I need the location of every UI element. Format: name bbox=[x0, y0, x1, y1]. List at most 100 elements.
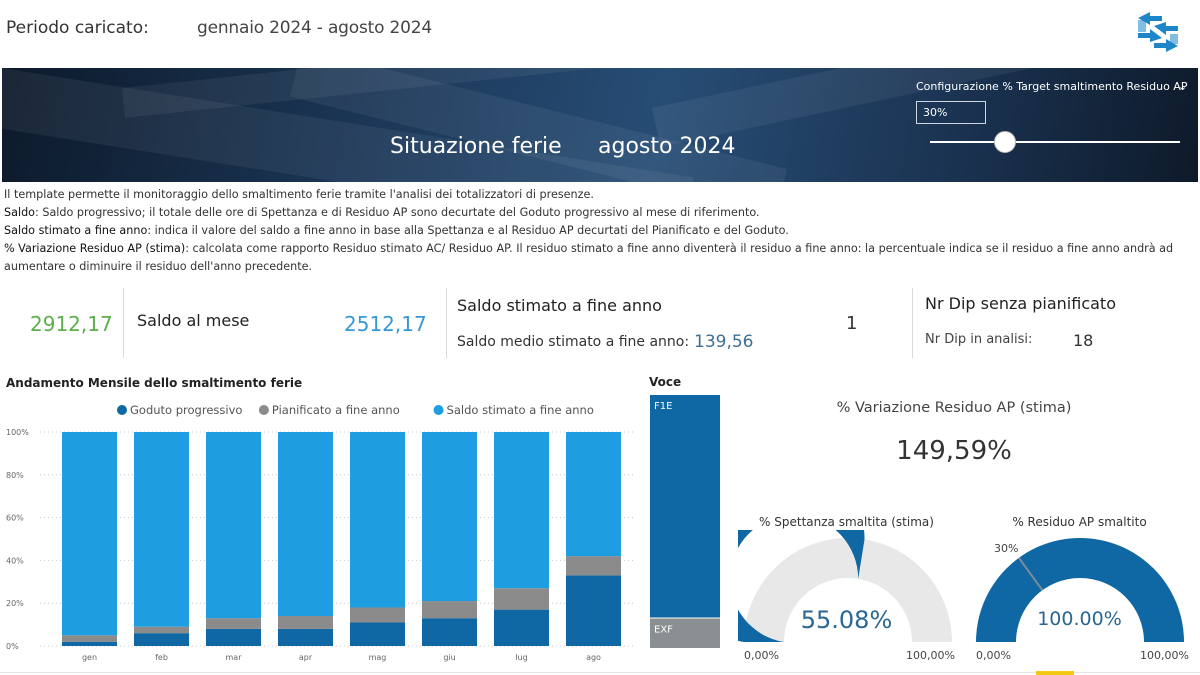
x-tick-label: ago bbox=[586, 653, 601, 662]
variazione-label: % Variazione Residuo AP (stima) bbox=[836, 400, 1072, 416]
description-key: % Variazione Residuo AP (stima) bbox=[4, 242, 186, 255]
description-key: Saldo stimato a fine anno bbox=[4, 224, 148, 237]
bar-lug-saldo-stimato-a-fine-anno[interactable] bbox=[494, 432, 549, 589]
divider bbox=[123, 288, 124, 358]
y-tick-label: 40% bbox=[6, 556, 24, 565]
slider-thumb[interactable] bbox=[994, 131, 1016, 153]
bar-gen-goduto-progressivo[interactable] bbox=[62, 641, 117, 646]
bar-mar-pianificato-a-fine-anno[interactable] bbox=[206, 618, 261, 629]
description-line: Saldo: Saldo progressivo; il totale dell… bbox=[4, 204, 1194, 222]
period-value: gennaio 2024 - agosto 2024 bbox=[197, 18, 432, 38]
bar-lug-goduto-progressivo[interactable] bbox=[494, 609, 549, 646]
gauge-residuo-value: 100.00% bbox=[1037, 608, 1122, 630]
bar-mag-goduto-progressivo[interactable] bbox=[350, 622, 405, 646]
gauge-min-label: 0,00% bbox=[744, 649, 779, 662]
description-text: : calcolata come rapporto Residuo stimat… bbox=[4, 242, 1174, 273]
description-line: Il template permette il monitoraggio del… bbox=[4, 188, 594, 201]
gauge-target-label: 30% bbox=[994, 542, 1019, 555]
y-tick-label: 60% bbox=[6, 514, 24, 523]
bar-giu-saldo-stimato-a-fine-anno[interactable] bbox=[422, 432, 477, 602]
bar-ago-goduto-progressivo[interactable] bbox=[566, 575, 621, 646]
gauge-target-marker bbox=[1018, 557, 1044, 591]
bar-ago-saldo-stimato-a-fine-anno[interactable] bbox=[566, 432, 621, 557]
saldo-value: 2512,17 bbox=[344, 312, 427, 336]
kpi-count-value: 1 bbox=[846, 313, 858, 334]
bar-mar-saldo-stimato-a-fine-anno[interactable] bbox=[206, 432, 261, 619]
banner-date: agosto 2024 bbox=[598, 134, 736, 159]
legend-swatch bbox=[117, 405, 127, 415]
chevron-down-icon[interactable]: ⌄ bbox=[1178, 80, 1188, 93]
nrdip-title: Nr Dip senza pianificato bbox=[925, 294, 1116, 313]
voce-segment-label: F1E bbox=[654, 401, 672, 412]
banner-title: Situazione ferie bbox=[390, 134, 562, 159]
bar-apr-saldo-stimato-a-fine-anno[interactable] bbox=[278, 432, 333, 617]
chart-title: Andamento Mensile dello smaltimento feri… bbox=[6, 376, 303, 390]
footer-line bbox=[0, 672, 1200, 673]
bar-lug-pianificato-a-fine-anno[interactable] bbox=[494, 588, 549, 610]
voce-segment-f1e[interactable] bbox=[650, 395, 720, 618]
nrdip-label: Nr Dip in analisi: bbox=[925, 332, 1033, 347]
saldo-stimato-title: Saldo stimato a fine anno bbox=[457, 296, 662, 315]
legend-item[interactable]: Saldo stimato a fine anno bbox=[433, 403, 594, 417]
gauge-fill bbox=[738, 530, 865, 642]
x-tick-label: apr bbox=[299, 653, 313, 662]
legend-swatch bbox=[258, 405, 269, 415]
gauge-residuo-title: % Residuo AP smaltito bbox=[1012, 515, 1147, 529]
legend-item[interactable]: Goduto progressivo bbox=[117, 403, 242, 417]
legend-swatch bbox=[433, 405, 444, 415]
bar-gen-pianificato-a-fine-anno[interactable] bbox=[62, 635, 117, 642]
bar-apr-pianificato-a-fine-anno[interactable] bbox=[278, 616, 333, 629]
x-tick-label: feb bbox=[155, 653, 168, 662]
x-tick-label: gen bbox=[82, 653, 97, 662]
gauge-spettanza bbox=[738, 530, 952, 642]
arrows-logo bbox=[1138, 12, 1178, 52]
period-label: Periodo caricato: bbox=[6, 18, 149, 38]
gauge-max-label: 100,00% bbox=[1140, 649, 1189, 662]
target-input[interactable] bbox=[916, 101, 986, 124]
gauge-fill bbox=[976, 537, 1184, 642]
slider-track[interactable] bbox=[930, 141, 1180, 143]
voce-segment-exf[interactable] bbox=[650, 618, 720, 648]
legend-label: Pianificato a fine anno bbox=[272, 403, 400, 417]
y-tick-label: 100% bbox=[6, 428, 29, 437]
legend-item[interactable]: Pianificato a fine anno bbox=[258, 403, 400, 417]
gauge-residuo bbox=[976, 537, 1184, 642]
description-key: Saldo bbox=[4, 206, 36, 219]
kpi-total-value: 2912,17 bbox=[30, 312, 113, 336]
slider-label: Configurazione % Target smaltimento Resi… bbox=[916, 80, 1188, 93]
gauge-min-label: 0,00% bbox=[976, 649, 1011, 662]
voce-chart: F1E EXF bbox=[650, 395, 720, 648]
bar-mar-goduto-progressivo[interactable] bbox=[206, 628, 261, 646]
page-tab-indicator[interactable] bbox=[1036, 671, 1074, 675]
bar-feb-goduto-progressivo[interactable] bbox=[134, 633, 189, 646]
divider bbox=[912, 288, 913, 358]
y-tick-label: 80% bbox=[6, 471, 24, 480]
gauge-track bbox=[744, 538, 952, 642]
gauge-spettanza-title: % Spettanza smaltita (stima) bbox=[759, 515, 934, 529]
x-tick-label: lug bbox=[515, 653, 527, 662]
saldo-medio-value: 139,56 bbox=[694, 332, 754, 352]
legend-label: Saldo stimato a fine anno bbox=[447, 403, 594, 417]
bar-feb-pianificato-a-fine-anno[interactable] bbox=[134, 626, 189, 634]
description: Il template permette il monitoraggio del… bbox=[4, 186, 1194, 276]
bar-ago-pianificato-a-fine-anno[interactable] bbox=[566, 556, 621, 576]
saldo-label: Saldo al mese bbox=[137, 311, 250, 330]
bar-mag-pianificato-a-fine-anno[interactable] bbox=[350, 607, 405, 623]
bar-apr-goduto-progressivo[interactable] bbox=[278, 628, 333, 646]
y-tick-label: 20% bbox=[6, 599, 24, 608]
gauge-max-label: 100,00% bbox=[906, 649, 955, 662]
saldo-medio-label: Saldo medio stimato a fine anno: bbox=[457, 334, 690, 350]
banner: Situazione ferie agosto 2024 Configurazi… bbox=[2, 68, 1198, 182]
stacked-bar-chart: Goduto progressivo Pianificato a fine ann… bbox=[6, 403, 636, 662]
bar-giu-pianificato-a-fine-anno[interactable] bbox=[422, 601, 477, 619]
bar-feb-saldo-stimato-a-fine-anno[interactable] bbox=[134, 432, 189, 627]
y-tick-label: 0% bbox=[6, 642, 19, 651]
description-text: : Saldo progressivo; il totale delle ore… bbox=[35, 206, 760, 219]
bar-giu-goduto-progressivo[interactable] bbox=[422, 618, 477, 646]
description-line: % Variazione Residuo AP (stima): calcola… bbox=[4, 240, 1194, 276]
bar-mag-saldo-stimato-a-fine-anno[interactable] bbox=[350, 432, 405, 608]
description-line: Saldo stimato a fine anno: indica il val… bbox=[4, 222, 1194, 240]
legend-label: Goduto progressivo bbox=[130, 403, 242, 417]
bar-gen-saldo-stimato-a-fine-anno[interactable] bbox=[62, 432, 117, 636]
x-tick-label: mag bbox=[369, 653, 387, 662]
